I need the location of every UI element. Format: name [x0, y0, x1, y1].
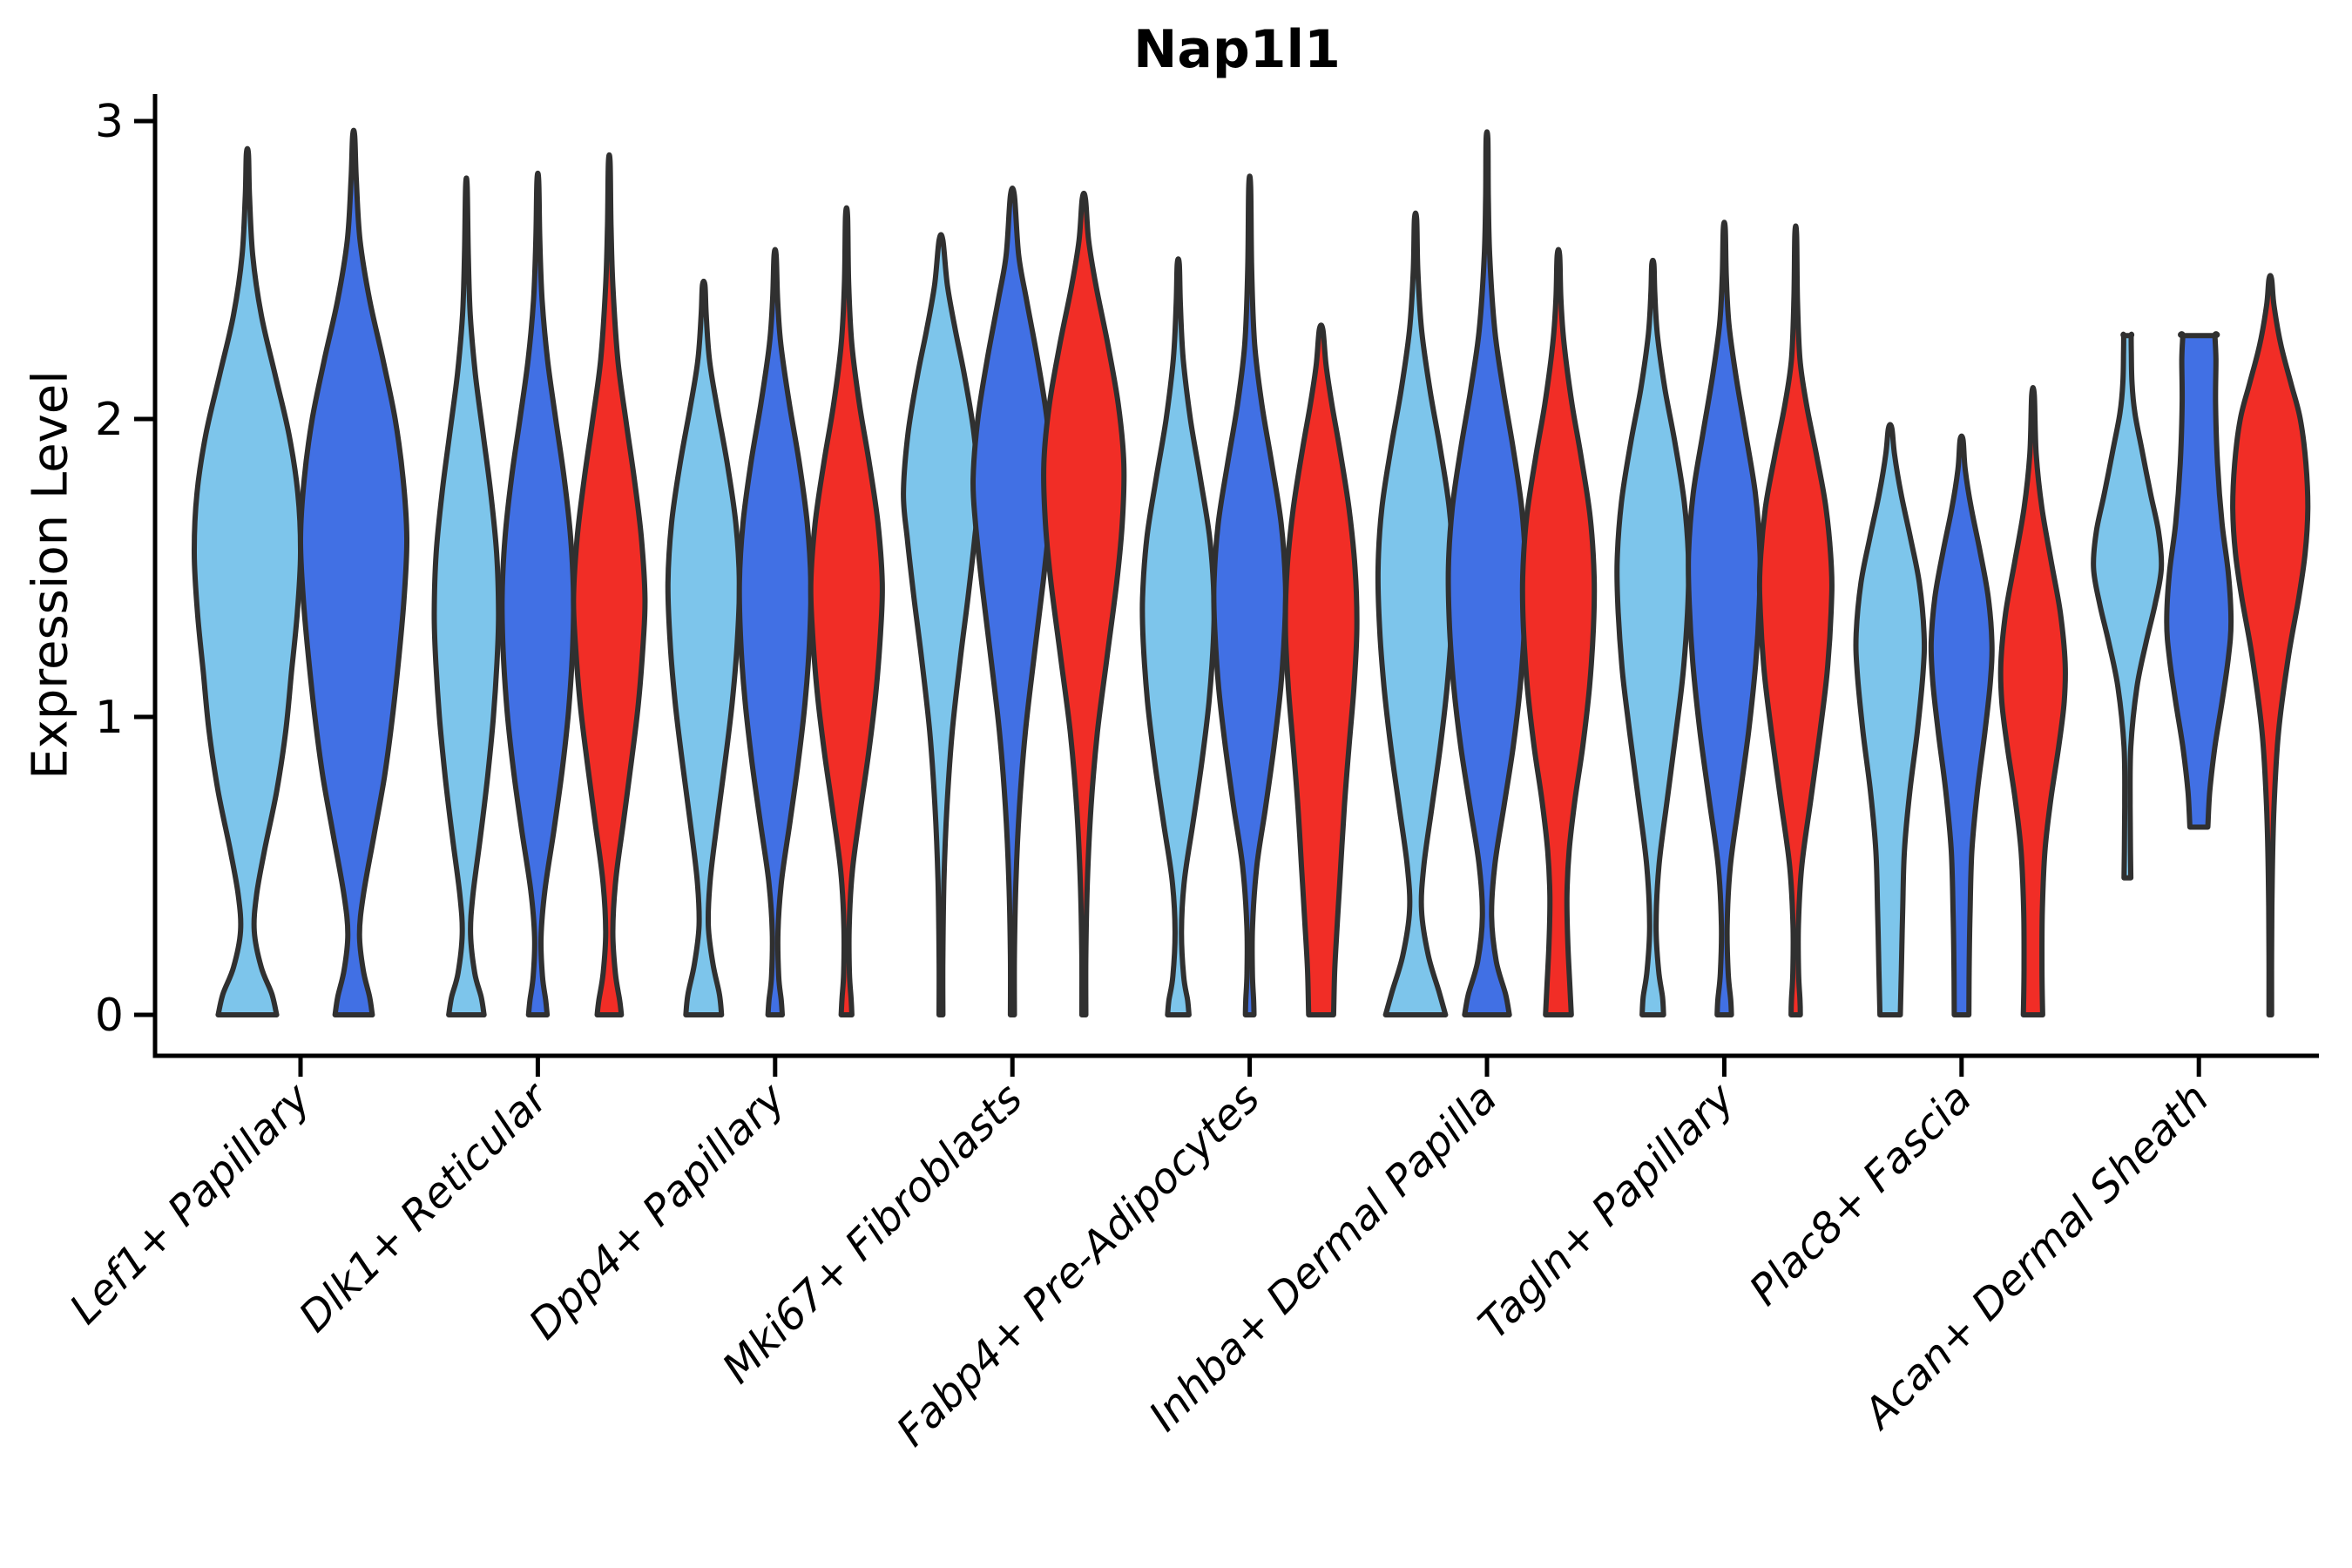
- violin-plac8-hue2: [1997, 385, 2068, 1017]
- y-tick-label: 3: [95, 96, 124, 148]
- violin-lef1-hue0: [191, 145, 304, 1017]
- violin-mki67-hue2: [1041, 190, 1127, 1017]
- violin-acan-hue2: [2230, 273, 2311, 1017]
- y-tick-label: 0: [95, 990, 124, 1042]
- x-tick-label: Tagln+ Papillary: [1470, 1073, 1745, 1348]
- violin-tagln-hue1: [1686, 220, 1763, 1017]
- violin-dlk1-hue2: [571, 152, 648, 1017]
- violin-dpp4-hue1: [736, 247, 814, 1017]
- violin-plac8-hue1: [1928, 433, 1995, 1017]
- violin-inhba-hue1: [1445, 129, 1529, 1017]
- violin-lef1-hue1: [297, 127, 410, 1017]
- violin-mki67-hue1: [970, 185, 1055, 1017]
- violin-dlk1-hue1: [499, 170, 577, 1017]
- violin-dpp4-hue2: [808, 205, 885, 1017]
- x-tick-label: Dlk1+ Reticular: [290, 1072, 560, 1342]
- x-tick-label: Plac8+ Fascia: [1740, 1074, 1982, 1315]
- x-tick-label: Dpp4+ Papillary: [520, 1073, 795, 1348]
- violin-fabp4-hue1: [1211, 173, 1288, 1017]
- violin-tagln-hue0: [1614, 257, 1692, 1017]
- violin-mki67-hue0: [901, 232, 982, 1017]
- x-tick-label: Lef1+ Papillary: [60, 1073, 321, 1334]
- violin-dlk1-hue0: [431, 175, 502, 1017]
- violin-acan-hue1: [2164, 331, 2234, 830]
- y-tick-label: 2: [95, 394, 124, 446]
- chart-title: Nap1l1: [1133, 19, 1341, 80]
- violin-tagln-hue2: [1756, 223, 1835, 1017]
- violin-fabp4-hue0: [1139, 256, 1217, 1017]
- violin-inhba-hue0: [1375, 210, 1456, 1017]
- violin-fabp4-hue2: [1282, 322, 1360, 1017]
- violin-plac8-hue0: [1853, 422, 1928, 1017]
- violin-inhba-hue2: [1519, 247, 1598, 1017]
- y-tick-label: 1: [95, 692, 124, 744]
- violin-acan-hue0: [2091, 331, 2165, 881]
- violin-dpp4-hue0: [665, 278, 742, 1017]
